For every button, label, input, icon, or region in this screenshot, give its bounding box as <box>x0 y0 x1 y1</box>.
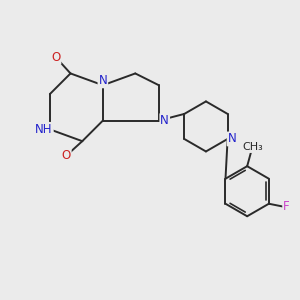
Text: O: O <box>61 149 71 162</box>
Text: N: N <box>160 114 169 127</box>
Text: NH: NH <box>35 123 53 136</box>
Text: CH₃: CH₃ <box>243 142 263 152</box>
Text: N: N <box>228 133 236 146</box>
Text: O: O <box>51 51 60 64</box>
Text: N: N <box>98 74 107 87</box>
Text: F: F <box>283 200 290 213</box>
